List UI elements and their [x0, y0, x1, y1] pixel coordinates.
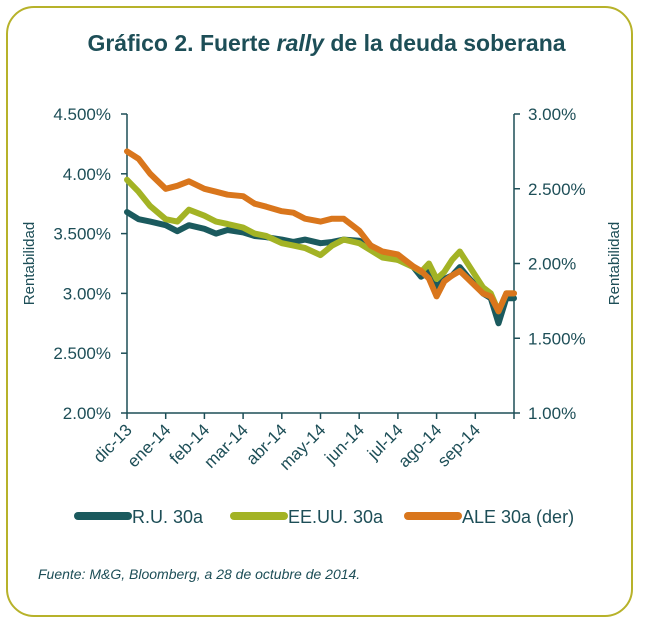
y-right-tick-label: 3.00%	[528, 105, 576, 124]
source-note: Fuente: M&G, Bloomberg, a 28 de octubre …	[38, 566, 361, 582]
y-right-tick-label: 2.500%	[528, 180, 586, 199]
y-left-tick-label: 4.500%	[53, 105, 111, 124]
x-tick-label: sep-14	[434, 420, 484, 470]
y-left-tick-label: 3.00%	[63, 284, 111, 303]
series-line-2	[124, 176, 517, 315]
x-tick-label: ago-14	[395, 420, 446, 471]
chart-title: Gráfico 2. Fuerte rally de la deuda sobe…	[87, 30, 566, 56]
legend-label: R.U. 30a	[132, 507, 204, 527]
y-right-tick-label: 1.00%	[528, 404, 576, 423]
y-left-tick-label: 2.500%	[53, 344, 111, 363]
x-tick-label: mar-14	[200, 420, 252, 472]
y-left-tick-label: 3.500%	[53, 225, 111, 244]
y-left-axis-label: Rentabilidad	[21, 222, 38, 305]
series-line-3	[124, 148, 517, 315]
legend-label: EE.UU. 30a	[288, 507, 384, 527]
y-right-tick-label: 2.00%	[528, 255, 576, 274]
y-left-tick-label: 4.00%	[63, 165, 111, 184]
y-left-tick-label: 2.00%	[63, 404, 111, 423]
x-tick-label: ene-14	[124, 420, 175, 471]
chart-frame	[6, 6, 633, 617]
y-right-axis-label: Rentabilidad	[606, 222, 623, 305]
y-right-tick-label: 1.500%	[528, 329, 586, 348]
series-line-1	[124, 209, 517, 327]
x-tick-label: jun-14	[320, 420, 368, 468]
legend-label: ALE 30a (der)	[462, 507, 574, 527]
chart-title-italic: rally	[276, 30, 324, 56]
